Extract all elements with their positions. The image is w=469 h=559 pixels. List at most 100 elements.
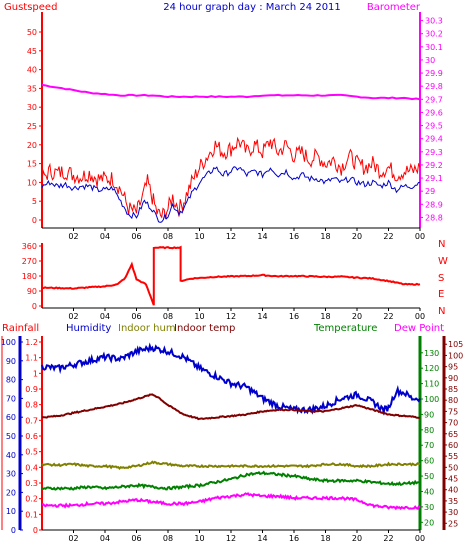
temperature-axis-ytick-label-40: 40 bbox=[424, 487, 434, 496]
panel1-xtick-label-14: 14 bbox=[257, 232, 267, 241]
barometer-axis-ytick-label-30: 30 bbox=[425, 56, 435, 65]
humidity-axis-ytick-label-90: 90 bbox=[6, 357, 16, 366]
panel3-xtick-label-02: 02 bbox=[68, 534, 78, 543]
indoor-temp-line bbox=[41, 393, 421, 421]
barometer-axis-ytick-label-29.2: 29.2 bbox=[425, 161, 443, 170]
gust-axis-ytick-label-45: 45 bbox=[27, 47, 37, 56]
rainfall-axis-ytick-label-0.1: 0.1 bbox=[25, 510, 38, 519]
dewpoint-axis-ytick-label-85: 85 bbox=[448, 385, 458, 394]
panel3-xtick-label-10: 10 bbox=[194, 534, 204, 543]
temperature-axis-ytick-label-50: 50 bbox=[424, 472, 434, 481]
humidity-axis-ytick-label-60: 60 bbox=[6, 413, 16, 422]
chart-marks: 5045403530252015105030.330.230.13029.929… bbox=[1, 17, 464, 543]
panel2-xtick-label-14: 14 bbox=[257, 312, 267, 321]
gust-axis-ytick-label-0: 0 bbox=[32, 216, 37, 225]
panel2-xtick-label-20: 20 bbox=[352, 312, 362, 321]
panel1-xtick-label-12: 12 bbox=[226, 232, 236, 241]
wind-direction-line bbox=[41, 245, 421, 306]
gust-axis-ytick-label-5: 5 bbox=[32, 197, 37, 206]
panel2-xtick-label-06: 06 bbox=[131, 312, 141, 321]
temperature-axis-ytick-label-20: 20 bbox=[424, 518, 434, 527]
panel3-xtick-label-20: 20 bbox=[352, 534, 362, 543]
humidity-axis-ytick-label-10: 10 bbox=[6, 507, 16, 516]
panel3-xtick-label-14: 14 bbox=[257, 534, 267, 543]
gust-axis-ytick-label-10: 10 bbox=[27, 178, 37, 187]
dewpoint-axis-ytick-label-55: 55 bbox=[448, 452, 458, 461]
panel1-xtick-label-04: 04 bbox=[100, 232, 110, 241]
dewpoint-axis-ytick-label-25: 25 bbox=[448, 519, 458, 528]
dewpoint-axis-ytick-label-30: 30 bbox=[448, 508, 458, 517]
barometer-axis-ytick-label-29.8: 29.8 bbox=[425, 82, 443, 91]
indoor-temp-label: Indoor temp bbox=[174, 323, 235, 334]
panel1-xtick-label-18: 18 bbox=[320, 232, 330, 241]
dewpoint-axis-ytick-label-35: 35 bbox=[448, 497, 458, 506]
dewpoint-axis-ytick-label-105: 105 bbox=[448, 340, 463, 349]
gust-axis-ytick-label-15: 15 bbox=[27, 160, 37, 169]
barometer-axis-ytick-label-29.1: 29.1 bbox=[425, 174, 443, 183]
direction-axis-ytick-label-0: 0 bbox=[32, 302, 37, 311]
panel3-xtick-label-18: 18 bbox=[320, 534, 330, 543]
panel1-xtick-label-16: 16 bbox=[289, 232, 299, 241]
gust-axis-ytick-label-40: 40 bbox=[27, 66, 37, 75]
panel3-xtick-label-06: 06 bbox=[131, 534, 141, 543]
dewpoint-axis-ytick-label-60: 60 bbox=[448, 441, 458, 450]
direction-letter-n1: N bbox=[438, 239, 445, 250]
panel2-xtick-label-02: 02 bbox=[68, 312, 78, 321]
humidity-axis-ytick-label-100: 100 bbox=[1, 338, 16, 347]
chart-title: 24 hour graph day : March 24 2011 bbox=[163, 2, 341, 13]
rainfall-axis-ytick-label-0: 0 bbox=[33, 526, 38, 535]
humidity-axis-ytick-label-20: 20 bbox=[6, 488, 16, 497]
humidity-axis-ytick-label-40: 40 bbox=[6, 451, 16, 460]
barometer-axis-ytick-label-29: 29 bbox=[425, 187, 435, 196]
panel1-xtick-label-06: 06 bbox=[131, 232, 141, 241]
panel3-xtick-label-08: 08 bbox=[163, 534, 173, 543]
panel1-xtick-label-08: 08 bbox=[163, 232, 173, 241]
direction-axis-ytick-label-180: 180 bbox=[22, 272, 37, 281]
barometer-axis-ytick-label-30.2: 30.2 bbox=[425, 30, 443, 39]
temperature-axis-ytick-label-90: 90 bbox=[424, 410, 434, 419]
direction-letter-n2: N bbox=[438, 306, 445, 317]
dewpoint-axis-ytick-label-45: 45 bbox=[448, 475, 458, 484]
direction-letter-s: S bbox=[438, 273, 444, 284]
temperature-axis-ytick-label-130: 130 bbox=[424, 349, 439, 358]
gust-line bbox=[41, 136, 421, 220]
rainfall-axis-ytick-label-0.6: 0.6 bbox=[25, 432, 38, 441]
panel3-xtick-label-16: 16 bbox=[289, 534, 299, 543]
panel1-xtick-label-22: 22 bbox=[383, 232, 393, 241]
dew-point-label: Dew Point bbox=[394, 323, 444, 334]
humidity-axis-ytick-label-70: 70 bbox=[6, 394, 16, 403]
direction-letter-w: W bbox=[438, 256, 448, 267]
rainfall-axis-ytick-label-0.4: 0.4 bbox=[25, 463, 38, 472]
panel3-xtick-label-22: 22 bbox=[383, 534, 393, 543]
dewpoint-axis-ytick-label-95: 95 bbox=[448, 363, 458, 372]
barometer-axis-ytick-label-29.6: 29.6 bbox=[425, 108, 443, 117]
barometer-line bbox=[41, 83, 421, 101]
wind-line bbox=[41, 166, 421, 223]
panel1-xtick-label-10: 10 bbox=[194, 232, 204, 241]
dewpoint-axis-ytick-label-80: 80 bbox=[448, 396, 458, 405]
direction-axis-ytick-label-360: 360 bbox=[22, 242, 37, 251]
humidity-label: Humidity bbox=[66, 323, 111, 334]
gust-axis-ytick-label-25: 25 bbox=[27, 122, 37, 131]
dew-point-line bbox=[41, 492, 421, 511]
panel2-xtick-label-08: 08 bbox=[163, 312, 173, 321]
rainfall-axis-ytick-label-1.1: 1.1 bbox=[25, 354, 38, 363]
barometer-axis-ytick-label-30.3: 30.3 bbox=[425, 17, 443, 26]
dewpoint-axis-ytick-label-90: 90 bbox=[448, 374, 458, 383]
humidity-axis-ytick-label-0: 0 bbox=[11, 526, 16, 535]
dewpoint-axis-ytick-label-100: 100 bbox=[448, 351, 463, 360]
rainfall-label: Rainfall bbox=[2, 323, 39, 334]
panel1-xtick-label-00: 00 bbox=[415, 232, 425, 241]
barometer-label: Barometer bbox=[367, 2, 421, 13]
panel1-xtick-label-20: 20 bbox=[352, 232, 362, 241]
rainfall-axis-ytick-label-0.5: 0.5 bbox=[25, 448, 38, 457]
temperature-line bbox=[41, 470, 421, 491]
rainfall-axis-ytick-label-0.7: 0.7 bbox=[25, 416, 38, 425]
temperature-label: Temperature bbox=[313, 323, 377, 334]
barometer-axis-ytick-label-28.8: 28.8 bbox=[425, 213, 443, 222]
temperature-axis-ytick-label-100: 100 bbox=[424, 395, 439, 404]
panel2-xtick-label-22: 22 bbox=[383, 312, 393, 321]
dewpoint-axis-ytick-label-70: 70 bbox=[448, 419, 458, 428]
humidity-axis-ytick-label-50: 50 bbox=[6, 432, 16, 441]
